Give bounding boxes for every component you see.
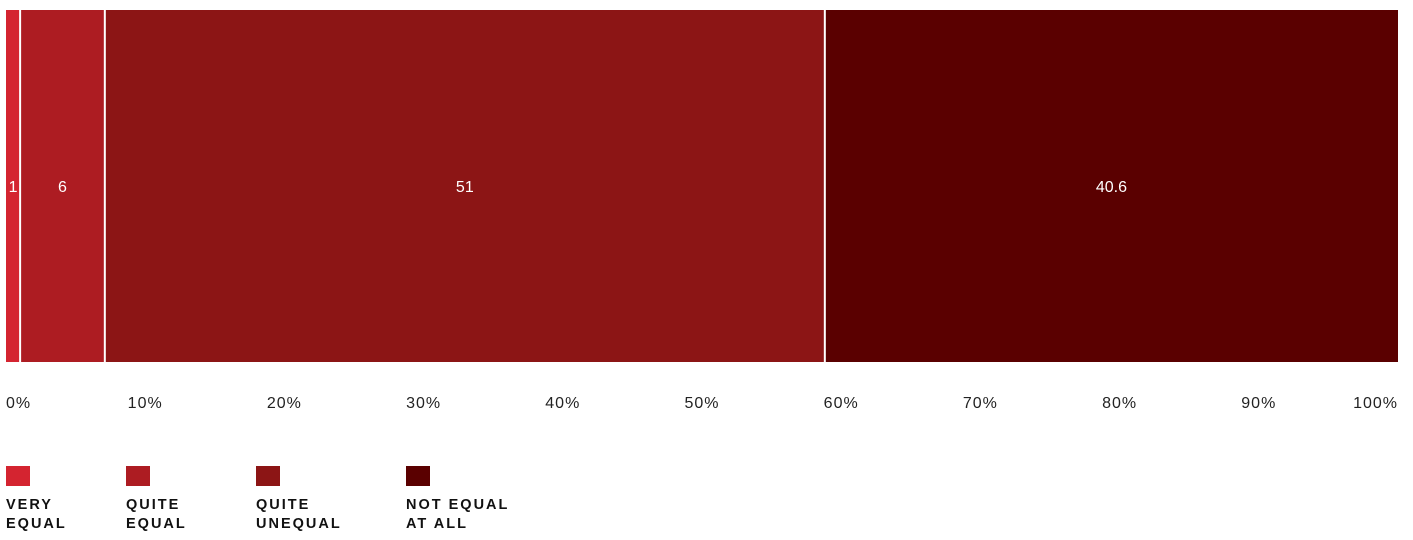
legend-label-quite-equal: QUITE EQUAL <box>126 497 187 532</box>
x-tick-label: 10% <box>128 395 163 412</box>
bar-value-label-not-equal-at-all: 40.6 <box>1096 179 1127 196</box>
x-tick-label: 70% <box>963 395 998 412</box>
bar-value-label-quite-equal: 6 <box>58 179 67 196</box>
legend: VERY EQUAL QUITE EQUAL QUITE UNEQUAL NOT… <box>6 466 556 534</box>
legend-swatch-very-equal <box>6 466 30 486</box>
legend-label-not-equal-at-all: NOT EQUAL AT ALL <box>406 497 510 532</box>
x-tick-label: 50% <box>684 395 719 412</box>
x-tick-label: 80% <box>1102 395 1137 412</box>
x-axis-tick-labels: 0% 10% 20% 30% 40% 50% 60% 70% 80% 90% 100% <box>6 395 1398 412</box>
bar-value-label-quite-unequal: 51 <box>456 179 474 196</box>
legend-swatch-not-equal-at-all <box>406 466 430 486</box>
legend-item-not-equal-at-all: NOT EQUAL AT ALL <box>406 466 556 534</box>
x-tick-label: 100% <box>1353 395 1398 412</box>
bar-value-label-very-equal: 1 <box>9 179 18 196</box>
bar-segment-not-equal-at-all <box>824 10 1398 362</box>
x-tick-label: 90% <box>1241 395 1276 412</box>
bar-segment-very-equal <box>6 10 21 362</box>
legend-label-quite-unequal: QUITE UNEQUAL <box>256 497 342 532</box>
bar-value-labels: 1 6 51 40.6 <box>9 179 1127 196</box>
x-tick-label: 60% <box>824 395 859 412</box>
x-tick-label: 30% <box>406 395 441 412</box>
legend-item-very-equal: VERY EQUAL <box>6 466 126 534</box>
legend-swatch-quite-unequal <box>256 466 280 486</box>
bar-segment-quite-equal <box>20 10 105 362</box>
stacked-bar-chart: 1 6 51 40.6 0% 10% 20% 30% 40% 50% 60% 70% 80% 90% 10… <box>6 10 1398 412</box>
legend-item-quite-unequal: QUITE UNEQUAL <box>256 466 406 534</box>
x-tick-label: 0% <box>6 395 31 412</box>
legend-swatch-quite-equal <box>126 466 150 486</box>
bar-segments <box>6 10 1398 362</box>
x-tick-label: 20% <box>267 395 302 412</box>
legend-label-very-equal: VERY EQUAL <box>6 497 67 532</box>
bar-segment-quite-unequal <box>104 10 825 362</box>
x-tick-label: 40% <box>545 395 580 412</box>
legend-item-quite-equal: QUITE EQUAL <box>126 466 256 534</box>
